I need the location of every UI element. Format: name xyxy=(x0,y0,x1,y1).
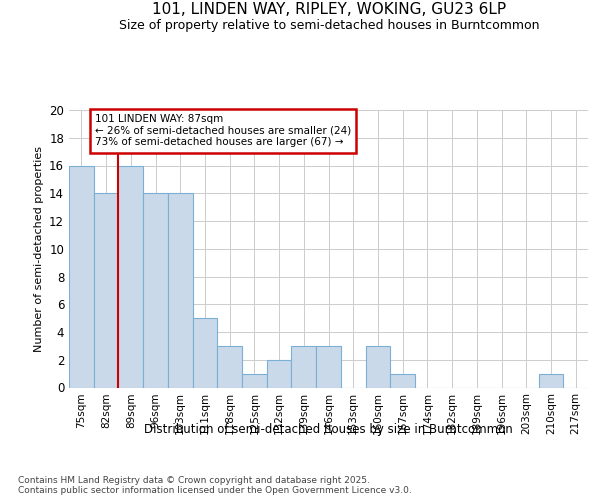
Bar xyxy=(267,360,292,388)
Bar xyxy=(217,346,242,388)
Bar xyxy=(316,346,341,388)
Bar xyxy=(69,166,94,388)
Bar xyxy=(365,346,390,388)
Text: 101 LINDEN WAY: 87sqm
← 26% of semi-detached houses are smaller (24)
73% of semi: 101 LINDEN WAY: 87sqm ← 26% of semi-deta… xyxy=(95,114,351,148)
Bar xyxy=(193,318,217,388)
Bar xyxy=(143,193,168,388)
Bar xyxy=(539,374,563,388)
Text: 101, LINDEN WAY, RIPLEY, WOKING, GU23 6LP: 101, LINDEN WAY, RIPLEY, WOKING, GU23 6L… xyxy=(152,2,506,18)
Text: Contains HM Land Registry data © Crown copyright and database right 2025.
Contai: Contains HM Land Registry data © Crown c… xyxy=(18,476,412,496)
Text: Distribution of semi-detached houses by size in Burntcommon: Distribution of semi-detached houses by … xyxy=(145,422,513,436)
Bar xyxy=(242,374,267,388)
Text: Size of property relative to semi-detached houses in Burntcommon: Size of property relative to semi-detach… xyxy=(119,19,539,32)
Bar xyxy=(94,193,118,388)
Bar xyxy=(292,346,316,388)
Bar xyxy=(168,193,193,388)
Bar xyxy=(118,166,143,388)
Y-axis label: Number of semi-detached properties: Number of semi-detached properties xyxy=(34,146,44,352)
Bar xyxy=(390,374,415,388)
